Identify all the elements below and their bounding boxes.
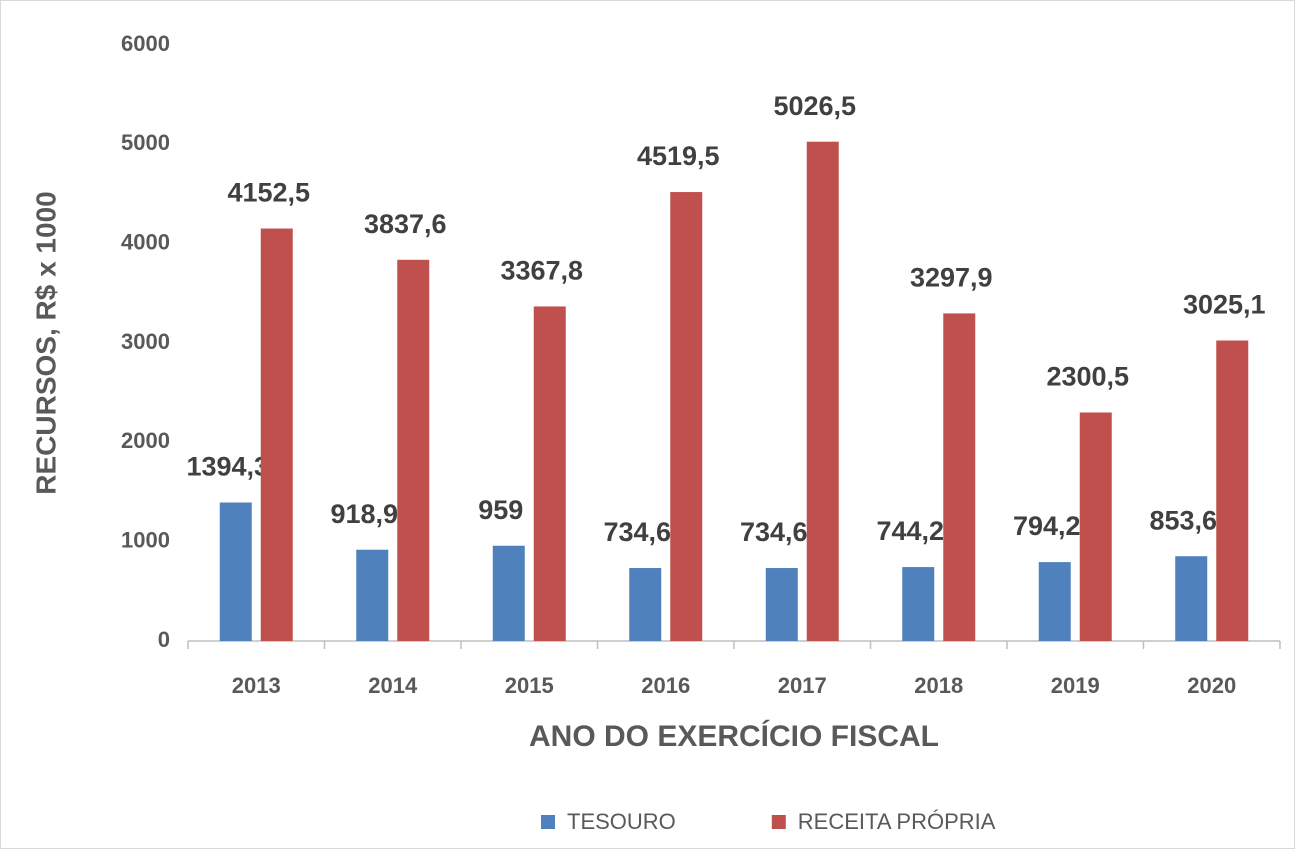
y-tick-label: 6000 <box>121 31 170 56</box>
bar <box>219 502 252 641</box>
data-label: 1394,3 <box>186 452 269 482</box>
data-label: 3025,1 <box>1183 290 1266 320</box>
y-axis-title: RECURSOS, R$ x 1000 <box>30 191 61 494</box>
x-tick-label: 2016 <box>641 673 690 698</box>
y-tick-label: 5000 <box>121 130 170 155</box>
x-tick-label: 2014 <box>368 673 418 698</box>
x-tick-label: 2017 <box>778 673 827 698</box>
bar <box>765 568 798 641</box>
legend-swatch <box>541 815 555 829</box>
legend-label: TESOURO <box>567 809 676 834</box>
y-tick-label: 1000 <box>121 527 170 552</box>
x-tick-label: 2018 <box>914 673 963 698</box>
bar <box>1216 340 1249 641</box>
data-label: 3367,8 <box>500 256 583 286</box>
data-label: 3297,9 <box>910 263 993 293</box>
y-tick-label: 3000 <box>121 329 170 354</box>
y-tick-label: 4000 <box>121 229 170 254</box>
x-tick-label: 2015 <box>505 673 554 698</box>
x-axis-title: ANO DO EXERCÍCIO FISCAL <box>529 719 939 753</box>
data-label: 4152,5 <box>227 178 310 208</box>
bar <box>902 567 935 641</box>
bar <box>533 306 566 641</box>
data-label: 4519,5 <box>637 141 720 171</box>
data-label: 2300,5 <box>1046 362 1129 392</box>
data-label: 3837,6 <box>364 209 447 239</box>
bar <box>670 192 703 642</box>
data-label: 918,9 <box>330 499 398 529</box>
bar <box>397 259 430 641</box>
legend-label: RECEITA PRÓPRIA <box>798 809 996 834</box>
bar <box>1038 562 1071 641</box>
bar <box>1175 556 1208 641</box>
bar <box>492 545 525 641</box>
bar <box>260 228 293 642</box>
bar <box>1079 412 1112 641</box>
bar <box>806 141 839 642</box>
x-tick-label: 2013 <box>232 673 281 698</box>
y-tick-label: 2000 <box>121 428 170 453</box>
x-tick-label: 2019 <box>1051 673 1100 698</box>
x-tick-label: 2020 <box>1187 673 1236 698</box>
data-label: 734,6 <box>603 517 671 547</box>
data-label: 794,2 <box>1013 511 1081 541</box>
bar <box>943 313 976 641</box>
legend-swatch <box>771 815 786 829</box>
bar <box>356 549 389 641</box>
data-label: 5026,5 <box>773 91 856 121</box>
data-label: 959 <box>478 495 523 525</box>
bar <box>629 568 662 641</box>
data-label: 734,6 <box>740 517 808 547</box>
data-label: 853,6 <box>1149 505 1217 535</box>
y-tick-label: 0 <box>158 627 170 652</box>
data-label: 744,2 <box>876 516 944 546</box>
